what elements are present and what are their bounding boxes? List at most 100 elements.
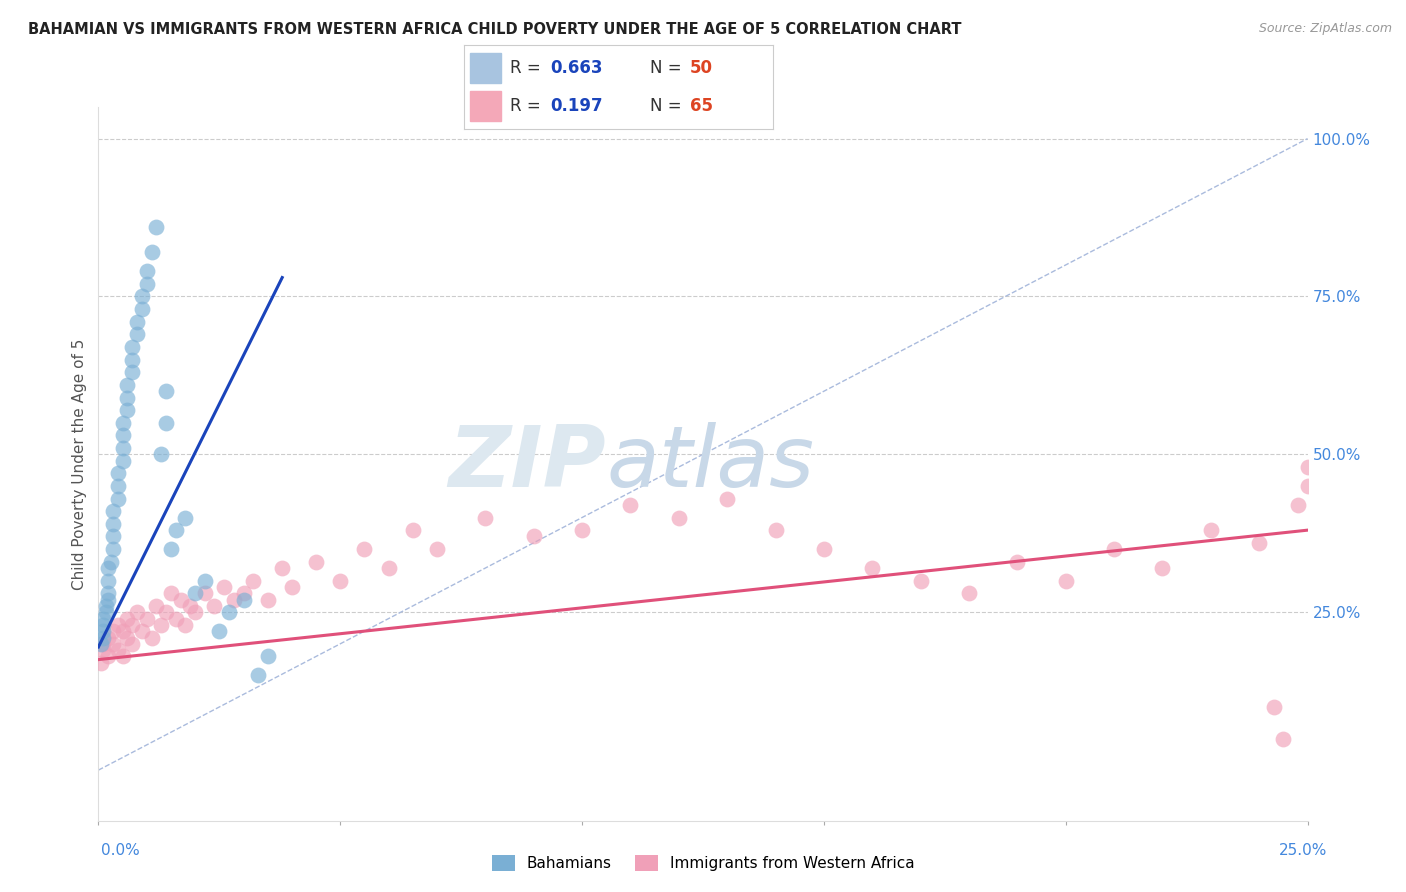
Point xyxy=(160,586,183,600)
Point xyxy=(111,416,134,430)
Point xyxy=(222,592,245,607)
Point xyxy=(1286,498,1309,512)
Point xyxy=(860,561,883,575)
Point xyxy=(100,555,122,569)
Point xyxy=(97,574,120,588)
Point xyxy=(208,624,231,639)
Point xyxy=(97,592,120,607)
Point xyxy=(91,618,114,632)
Point xyxy=(121,637,143,651)
Text: atlas: atlas xyxy=(606,422,814,506)
Point xyxy=(97,586,120,600)
Point xyxy=(101,504,124,518)
Point xyxy=(150,618,173,632)
Point xyxy=(111,428,134,442)
Point xyxy=(101,529,124,543)
Text: R =: R = xyxy=(510,97,547,115)
Text: BAHAMIAN VS IMMIGRANTS FROM WESTERN AFRICA CHILD POVERTY UNDER THE AGE OF 5 CORR: BAHAMIAN VS IMMIGRANTS FROM WESTERN AFRI… xyxy=(28,22,962,37)
Text: R =: R = xyxy=(510,60,547,78)
Text: 0.197: 0.197 xyxy=(551,97,603,115)
Point xyxy=(169,592,191,607)
Point xyxy=(1007,555,1029,569)
Text: N =: N = xyxy=(650,60,686,78)
Point xyxy=(97,631,120,645)
Point xyxy=(155,416,177,430)
Point xyxy=(174,510,197,524)
Point xyxy=(256,649,278,664)
Point xyxy=(184,605,207,619)
Point xyxy=(91,643,114,657)
Point xyxy=(145,220,167,235)
Point xyxy=(111,649,134,664)
Point xyxy=(111,441,134,455)
Legend: Bahamians, Immigrants from Western Africa: Bahamians, Immigrants from Western Afric… xyxy=(485,849,921,877)
Point xyxy=(232,592,254,607)
Point xyxy=(135,264,157,278)
Point xyxy=(155,605,177,619)
Point xyxy=(523,529,546,543)
Point xyxy=(107,643,129,657)
Point xyxy=(111,624,134,639)
Text: 50: 50 xyxy=(690,60,713,78)
Point xyxy=(1102,542,1125,557)
Point xyxy=(1199,523,1222,537)
Point xyxy=(305,555,328,569)
Point xyxy=(141,631,163,645)
Point xyxy=(155,384,177,399)
Point xyxy=(107,618,129,632)
Point xyxy=(117,403,139,417)
Point xyxy=(1296,460,1319,475)
Text: Source: ZipAtlas.com: Source: ZipAtlas.com xyxy=(1258,22,1392,36)
Point xyxy=(127,327,149,342)
Point xyxy=(121,365,143,379)
Point xyxy=(141,245,163,260)
Point xyxy=(212,580,235,594)
Point xyxy=(957,586,980,600)
Point xyxy=(94,599,117,613)
Point xyxy=(571,523,593,537)
Point xyxy=(247,668,270,682)
Point xyxy=(101,542,124,557)
Point xyxy=(165,523,187,537)
Point xyxy=(474,510,496,524)
Text: ZIP: ZIP xyxy=(449,422,606,506)
Point xyxy=(101,516,124,531)
Point xyxy=(402,523,425,537)
Point xyxy=(765,523,787,537)
Text: N =: N = xyxy=(650,97,686,115)
Point xyxy=(127,605,149,619)
Point xyxy=(204,599,226,613)
Point xyxy=(426,542,449,557)
Point xyxy=(668,510,690,524)
Point xyxy=(91,624,114,639)
Point xyxy=(117,611,139,625)
Point xyxy=(174,618,197,632)
Point xyxy=(135,277,157,291)
Point xyxy=(107,467,129,481)
Point xyxy=(281,580,304,594)
Point xyxy=(107,491,129,506)
Point xyxy=(90,656,112,670)
Point xyxy=(194,574,217,588)
Point xyxy=(910,574,932,588)
FancyBboxPatch shape xyxy=(470,91,501,120)
Point xyxy=(101,624,124,639)
Point xyxy=(117,391,139,405)
Point xyxy=(1296,479,1319,493)
Point xyxy=(194,586,217,600)
Point xyxy=(145,599,167,613)
Point xyxy=(160,542,183,557)
Point xyxy=(179,599,201,613)
Point xyxy=(1272,731,1295,746)
Point xyxy=(150,447,173,461)
Point xyxy=(242,574,264,588)
Text: 0.0%: 0.0% xyxy=(101,843,141,858)
Point xyxy=(107,479,129,493)
Point xyxy=(97,561,120,575)
Point xyxy=(127,315,149,329)
Point xyxy=(184,586,207,600)
Y-axis label: Child Poverty Under the Age of 5: Child Poverty Under the Age of 5 xyxy=(72,338,87,590)
Point xyxy=(97,649,120,664)
Point xyxy=(91,637,114,651)
Point xyxy=(1249,535,1271,549)
